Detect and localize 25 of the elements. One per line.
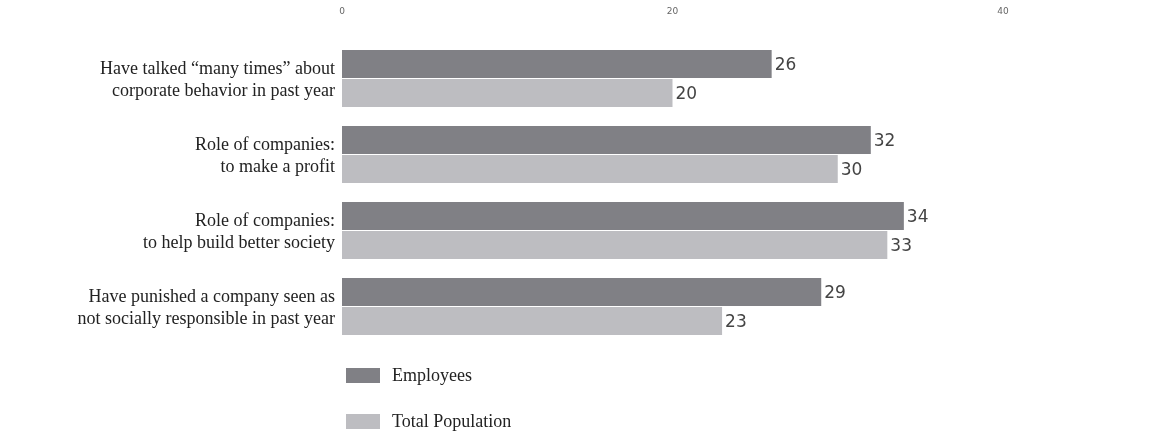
y-tick-label: Role of companies: to help build better society xyxy=(143,209,335,252)
data-label: 34 xyxy=(906,205,929,226)
x-tick-label: 20 xyxy=(666,6,679,16)
y-tick-label: Have punished a company seen as not socially responsible in past year xyxy=(77,285,335,328)
legend-label: Total Population xyxy=(392,411,512,432)
bar xyxy=(342,126,871,154)
bar xyxy=(342,79,673,107)
data-label: 23 xyxy=(725,310,747,331)
bar xyxy=(342,202,904,230)
y-tick-label: Have talked “many times” about corporate behavior in past year xyxy=(100,57,335,100)
bar xyxy=(342,278,822,306)
bar xyxy=(342,307,723,335)
x-tick-label: 0 xyxy=(339,6,346,16)
data-label: 20 xyxy=(675,82,698,103)
x-tick-label: 40 xyxy=(997,6,1009,16)
data-label: 33 xyxy=(890,234,912,255)
y-tick-label: Role of companies: to make a profit xyxy=(195,133,335,176)
data-label: 30 xyxy=(840,158,863,179)
bar xyxy=(342,231,888,259)
data-label: 26 xyxy=(774,53,797,74)
data-label: 29 xyxy=(824,281,846,302)
data-label: 32 xyxy=(873,129,896,150)
legend-label: Employees xyxy=(392,365,472,386)
bar xyxy=(342,50,772,78)
bar xyxy=(342,155,838,183)
